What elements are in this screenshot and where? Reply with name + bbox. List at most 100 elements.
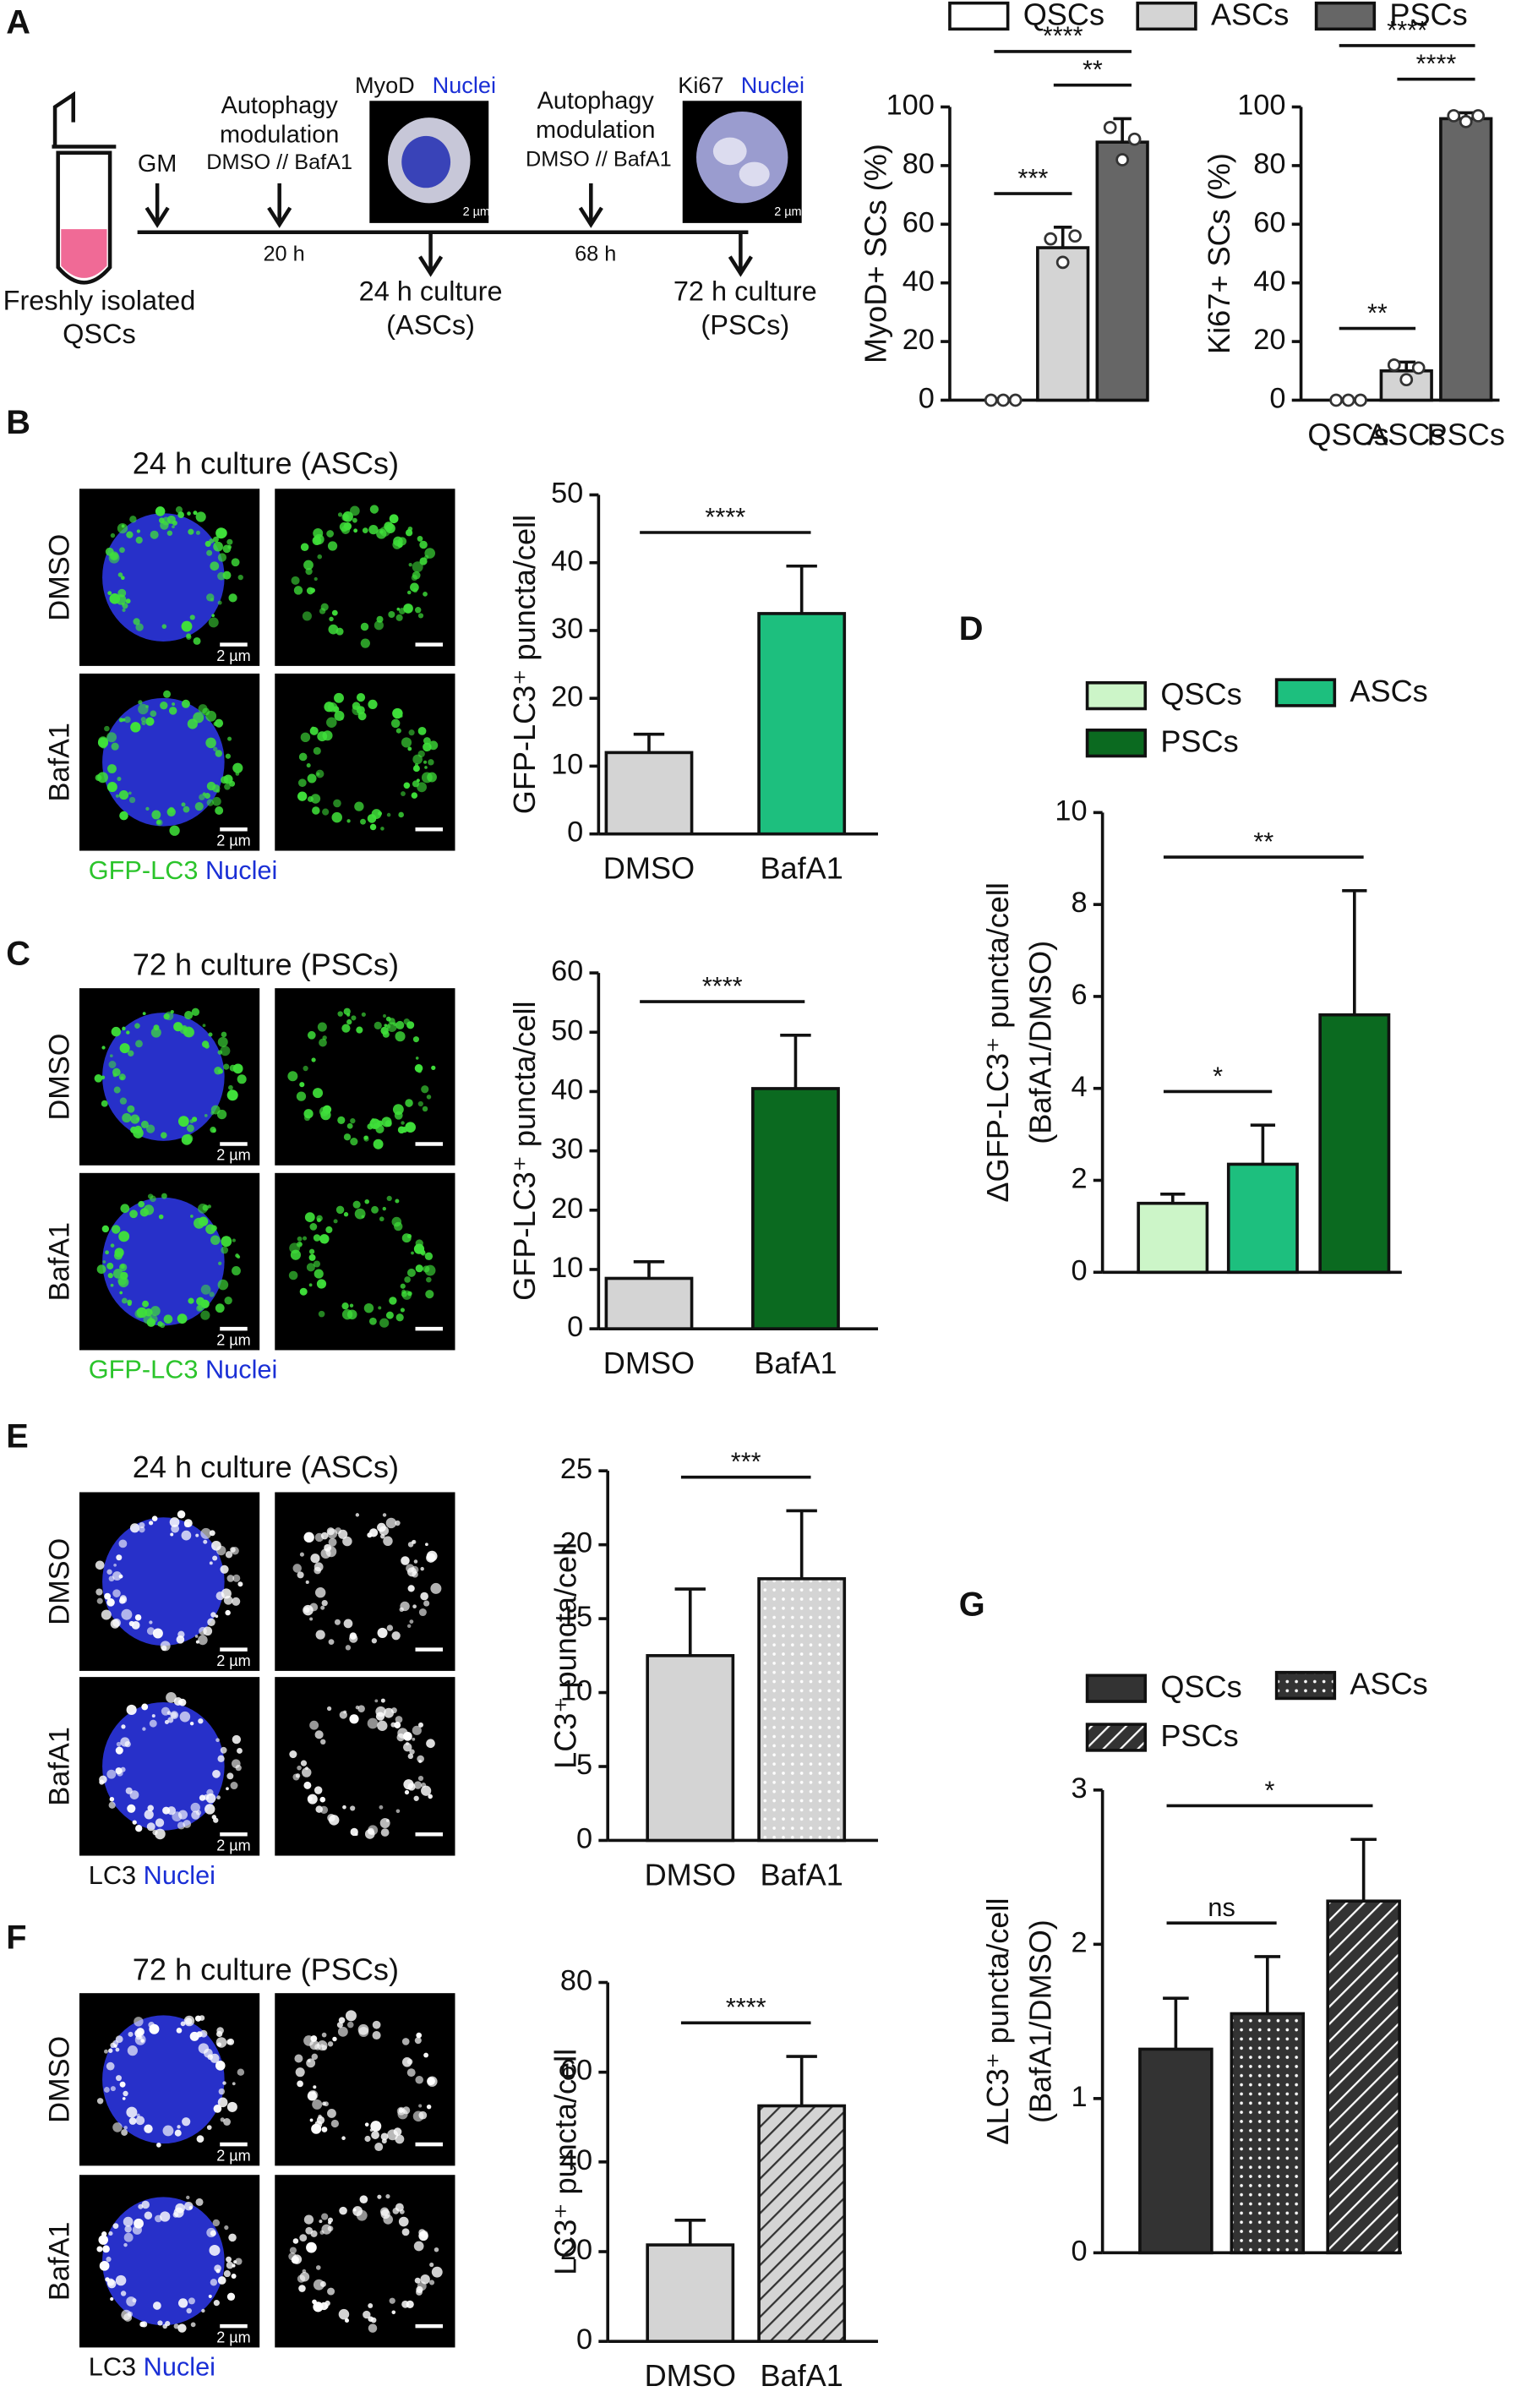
punctum bbox=[113, 1563, 117, 1567]
punctum bbox=[138, 700, 143, 705]
punctum bbox=[425, 1290, 434, 1299]
panel-title: 72 h culture (PSCs) bbox=[133, 1952, 399, 1986]
punctum bbox=[206, 1788, 214, 1797]
label: MyoD bbox=[355, 72, 415, 98]
punctum bbox=[414, 2037, 422, 2045]
punctum bbox=[109, 1054, 113, 1058]
punctum bbox=[230, 1782, 238, 1790]
punctum bbox=[320, 1109, 331, 1121]
punctum bbox=[203, 1539, 208, 1544]
punctum bbox=[383, 1536, 393, 1547]
y-tick-label: 8 bbox=[1071, 887, 1087, 919]
punctum bbox=[125, 1787, 133, 1794]
punctum bbox=[380, 1828, 390, 1837]
error-bar bbox=[1113, 117, 1132, 143]
stain-label: LC3 Nuclei bbox=[89, 1860, 215, 1890]
bar bbox=[1439, 117, 1493, 402]
punctum bbox=[95, 774, 102, 782]
punctum bbox=[352, 702, 361, 711]
arrow bbox=[728, 232, 753, 277]
punctum bbox=[215, 750, 223, 757]
punctum bbox=[325, 1226, 333, 1234]
punctum bbox=[151, 1515, 158, 1521]
error-bar bbox=[1254, 1955, 1281, 2014]
punctum bbox=[212, 1769, 221, 1778]
significance-label: *** bbox=[731, 1447, 761, 1477]
punctum bbox=[299, 2234, 308, 2242]
punctum bbox=[314, 1730, 324, 1739]
significance-label: **** bbox=[1043, 21, 1083, 51]
punctum bbox=[203, 1794, 210, 1800]
punctum bbox=[232, 1063, 243, 1074]
punctum bbox=[225, 1609, 231, 1616]
punctum bbox=[112, 1269, 123, 1279]
label: Autophagy bbox=[221, 92, 339, 119]
punctum bbox=[412, 1737, 416, 1741]
punctum bbox=[153, 2302, 161, 2310]
punctum bbox=[417, 1775, 424, 1782]
nucleus bbox=[102, 513, 225, 642]
punctum bbox=[360, 638, 370, 648]
punctum bbox=[98, 2235, 109, 2245]
punctum bbox=[128, 2031, 134, 2037]
punctum bbox=[134, 1125, 143, 1133]
punctum bbox=[182, 2117, 191, 2127]
punctum bbox=[226, 1787, 229, 1791]
scale-label: 2 µm bbox=[774, 205, 801, 219]
scale-label: 2 µm bbox=[216, 1652, 251, 1669]
punctum bbox=[221, 1031, 227, 1038]
punctum bbox=[302, 1767, 312, 1777]
punctum bbox=[144, 1810, 154, 1820]
punctum bbox=[309, 2039, 319, 2050]
punctum bbox=[294, 2054, 303, 2063]
punctum bbox=[217, 600, 222, 605]
punctum bbox=[210, 561, 220, 571]
punctum bbox=[119, 1595, 127, 1603]
punctum bbox=[193, 511, 198, 516]
punctum bbox=[206, 2227, 216, 2238]
punctum bbox=[407, 526, 413, 532]
punctum bbox=[295, 1773, 301, 1778]
punctum bbox=[138, 1200, 145, 1208]
punctum bbox=[398, 2107, 404, 2113]
punctum bbox=[237, 1074, 247, 1084]
punctum bbox=[401, 791, 406, 796]
punctum bbox=[199, 1626, 207, 1635]
punctum bbox=[296, 1241, 303, 1248]
punctum bbox=[108, 1575, 115, 1582]
punctum bbox=[232, 2263, 236, 2268]
punctum bbox=[105, 547, 114, 556]
legend-label: QSCs bbox=[1023, 0, 1104, 31]
punctum bbox=[201, 1040, 210, 1048]
punctum bbox=[209, 538, 215, 543]
punctum bbox=[215, 789, 221, 793]
punctum bbox=[400, 1308, 405, 1313]
punctum bbox=[318, 2114, 322, 2119]
punctum bbox=[142, 1300, 150, 1308]
y-tick-label: 80 bbox=[1253, 148, 1285, 180]
y-tick-label: 0 bbox=[919, 383, 935, 415]
punctum bbox=[118, 1231, 130, 1242]
punctum bbox=[156, 820, 161, 825]
punctum bbox=[316, 772, 320, 776]
punctum bbox=[223, 1596, 233, 1605]
punctum bbox=[412, 1725, 422, 1735]
y-tick-label: 15 bbox=[560, 1601, 592, 1633]
punctum bbox=[217, 2276, 226, 2285]
punctum bbox=[172, 1811, 183, 1822]
punctum bbox=[412, 1036, 419, 1043]
punctum bbox=[420, 1249, 426, 1255]
punctum bbox=[343, 1619, 353, 1629]
punctum bbox=[151, 810, 161, 820]
punctum bbox=[160, 521, 169, 530]
punctum bbox=[328, 1537, 337, 1547]
punctum bbox=[151, 1714, 155, 1718]
punctum bbox=[232, 1238, 236, 1242]
punctum bbox=[101, 1100, 108, 1107]
punctum bbox=[292, 1564, 302, 1573]
punctum bbox=[356, 1026, 363, 1034]
punctum bbox=[121, 1297, 128, 1304]
punctum bbox=[147, 1805, 154, 1812]
punctum bbox=[416, 778, 420, 783]
punctum bbox=[297, 778, 307, 788]
